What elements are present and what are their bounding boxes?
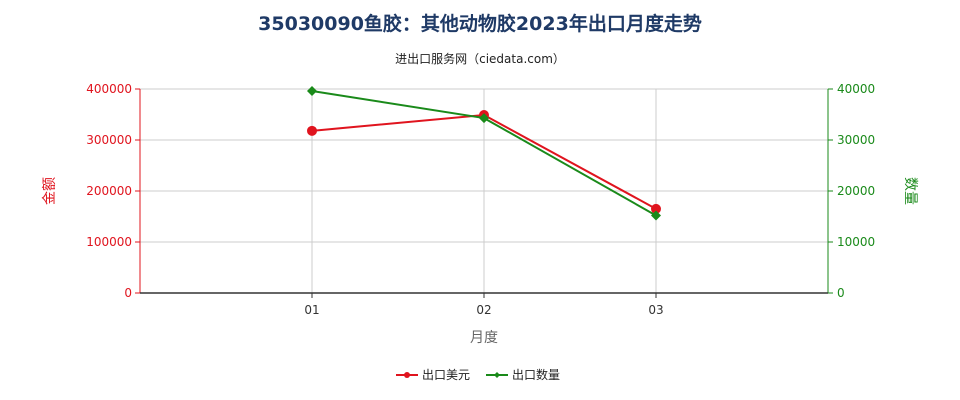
x-tick-label: 02: [476, 303, 491, 317]
legend-marker-1: [404, 372, 410, 378]
chart-title: 35030090鱼胶：其他动物胶2023年出口月度走势: [258, 13, 702, 35]
series-point-1: [651, 203, 661, 214]
x-tick-label: 03: [648, 303, 663, 317]
legend-label-1: 出口美元: [422, 368, 470, 382]
left-tick-label: 100000: [86, 235, 132, 249]
chart-subtitle: 进出口服务网（ciedata.com）: [395, 52, 565, 66]
series-point-2: [479, 113, 489, 124]
series-point-2: [307, 86, 317, 97]
left-axis-title: 金额: [42, 177, 58, 205]
right-tick-label: 10000: [837, 235, 875, 249]
legend-marker-2: [494, 372, 500, 378]
x-axis-title: 月度: [470, 330, 498, 346]
left-tick-label: 400000: [86, 82, 132, 96]
series-point-1: [307, 125, 317, 136]
x-tick-label: 01: [304, 303, 319, 317]
legend-label-2: 出口数量: [512, 367, 560, 382]
left-tick-label: 300000: [86, 133, 132, 147]
right-tick-label: 30000: [837, 133, 875, 147]
right-tick-label: 0: [837, 286, 845, 300]
left-tick-label: 0: [124, 286, 132, 300]
series-point-2: [651, 210, 661, 221]
right-tick-label: 40000: [837, 82, 875, 96]
right-tick-label: 20000: [837, 184, 875, 198]
right-axis-title: 数量: [902, 177, 918, 205]
left-tick-label: 200000: [86, 184, 132, 198]
